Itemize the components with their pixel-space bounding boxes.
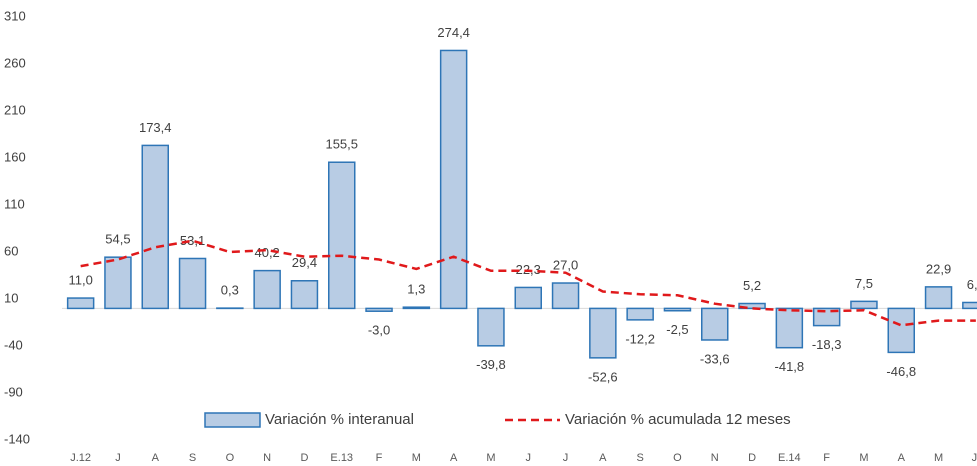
- value-label: 29,4: [292, 255, 317, 270]
- x-tick-label: F: [376, 452, 383, 464]
- value-label: 22,9: [926, 261, 951, 276]
- value-label: 0,3: [221, 283, 239, 298]
- value-label: -33,6: [700, 351, 730, 366]
- x-tick-label: O: [226, 452, 235, 464]
- value-label: 11,0: [68, 272, 92, 287]
- x-tick-label: M: [412, 452, 421, 464]
- bar: [887, 307, 915, 354]
- bar: [477, 307, 505, 347]
- value-label: -3,0: [368, 323, 390, 338]
- y-tick-label: 210: [4, 102, 26, 117]
- x-tick-label: S: [636, 452, 643, 464]
- line: [80, 239, 976, 327]
- x-tick-label: J.12: [70, 452, 91, 464]
- x-tick-label: O: [673, 452, 682, 464]
- x-tick-label: J.: [972, 452, 977, 464]
- bar: [962, 301, 977, 310]
- bar: [104, 256, 132, 310]
- value-label: 1,3: [407, 282, 425, 297]
- value-label: -41,8: [775, 359, 805, 374]
- x-tick-label: S: [189, 452, 196, 464]
- value-label: 22,3: [516, 262, 541, 277]
- legend-label: Variación % interanual: [265, 411, 414, 428]
- y-tick-label: -40: [4, 337, 23, 352]
- value-label: 27,0: [553, 257, 578, 272]
- value-label: -2,5: [666, 322, 688, 337]
- bar: [290, 280, 319, 310]
- legend-swatch: [204, 412, 261, 428]
- x-tick-label: J: [563, 452, 569, 464]
- bar: [178, 257, 207, 310]
- x-tick-label: A: [898, 452, 906, 464]
- y-tick-label: -140: [4, 431, 30, 446]
- bar: [439, 49, 468, 310]
- x-tick-label: D: [300, 452, 308, 464]
- x-tick-label: N: [711, 452, 719, 464]
- x-tick-label: J: [115, 452, 121, 464]
- y-tick-label: 110: [4, 196, 25, 211]
- y-tick-label: 10: [4, 290, 18, 305]
- y-tick-label: 260: [4, 55, 26, 70]
- value-label: -12,2: [625, 331, 655, 346]
- bar: [328, 161, 356, 310]
- value-label: 6,3: [967, 277, 977, 292]
- value-label: 274,4: [437, 25, 470, 40]
- x-tick-label: E.14: [778, 452, 801, 464]
- x-tick-label: A: [450, 452, 458, 464]
- legend-label: Variación % acumulada 12 meses: [565, 411, 791, 428]
- value-label: 54,5: [105, 232, 130, 247]
- value-label: 53,1: [180, 233, 205, 248]
- x-tick-label: M: [859, 452, 868, 464]
- bar: [701, 307, 729, 341]
- bar: [551, 282, 580, 310]
- x-tick-label: J: [526, 452, 532, 464]
- value-label: 173,4: [139, 120, 172, 135]
- x-tick-label: N: [263, 452, 271, 464]
- value-label: 7,5: [855, 276, 873, 291]
- y-tick-label: -90: [4, 384, 23, 399]
- x-tick-label: E.13: [330, 452, 353, 464]
- x-tick-label: M: [486, 452, 495, 464]
- bar: [402, 306, 431, 310]
- x-tick-label: M: [934, 452, 943, 464]
- y-tick-label: 310: [4, 8, 26, 23]
- bar: [365, 307, 393, 312]
- x-tick-label: A: [599, 452, 607, 464]
- bar: [253, 269, 281, 310]
- value-label: -39,8: [476, 357, 506, 372]
- bar: [66, 297, 95, 310]
- y-tick-label: 160: [4, 149, 26, 164]
- value-label: 5,2: [743, 278, 761, 293]
- bar: [589, 307, 617, 359]
- value-label: 155,5: [325, 137, 358, 152]
- bar: [924, 286, 953, 310]
- bar: [812, 307, 841, 327]
- bar: [738, 302, 766, 310]
- bar: [626, 307, 654, 321]
- value-label: -18,3: [812, 337, 842, 352]
- bar: [141, 144, 169, 310]
- value-label: -46,8: [886, 364, 916, 379]
- x-tick-label: D: [748, 452, 756, 464]
- bar: [850, 300, 878, 310]
- bar: [663, 307, 692, 312]
- x-tick-label: A: [152, 452, 160, 464]
- bar: [514, 286, 542, 310]
- y-tick-label: 60: [4, 243, 18, 258]
- value-label: 40,2: [254, 245, 279, 260]
- bar: [775, 307, 804, 349]
- value-label: -52,6: [588, 369, 618, 384]
- x-tick-label: F: [823, 452, 830, 464]
